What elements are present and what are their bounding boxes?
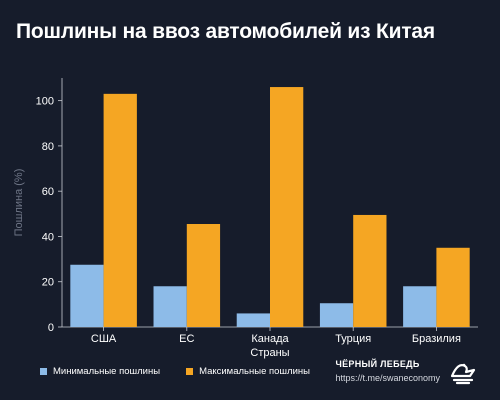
chart-title: Пошлины на ввоз автомобилей из Китая xyxy=(16,20,435,43)
swan-logo-icon xyxy=(450,363,476,385)
bar-min xyxy=(153,286,187,327)
bar-max xyxy=(353,214,387,327)
brand-block: ЧЁРНЫЙ ЛЕБЕДЬ https://t.me/swaneconomy xyxy=(335,359,440,383)
y-tick-label: 40 xyxy=(42,231,54,243)
y-tick-label: 20 xyxy=(42,277,54,289)
x-tick-label: Бразилия xyxy=(412,333,461,345)
bar-min xyxy=(403,286,437,327)
bar-max xyxy=(186,224,221,327)
brand-name: ЧЁРНЫЙ ЛЕБЕДЬ xyxy=(335,359,420,369)
bar-min xyxy=(319,303,354,327)
bar-min xyxy=(70,264,104,327)
y-tick-label: 0 xyxy=(48,322,54,334)
x-tick-label: Канада xyxy=(251,333,289,345)
x-tick-label: ЕС xyxy=(179,333,194,345)
brand-url[interactable]: https://t.me/swaneconomy xyxy=(335,373,440,383)
legend-label-min: Минимальные пошлины xyxy=(53,366,161,377)
legend-item-min: Минимальные пошлины xyxy=(40,366,160,377)
y-tick-label: 100 xyxy=(36,96,54,108)
legend-label-max: Максимальные пошлины xyxy=(199,366,310,377)
x-tick-label: Турция xyxy=(335,333,371,345)
legend-swatch-max xyxy=(186,368,194,375)
legend-swatch-min xyxy=(40,368,47,375)
y-axis-label: Пошлина (%) xyxy=(13,169,25,237)
legend-item-max: Максимальные пошлины xyxy=(186,366,310,377)
bar-max xyxy=(270,87,304,328)
x-tick-label: США xyxy=(91,333,117,345)
bar-max xyxy=(103,93,137,327)
y-tick-label: 80 xyxy=(42,141,54,153)
bar-min xyxy=(236,313,270,327)
bar-max xyxy=(436,247,470,327)
legend: Минимальные пошлины Максимальные пошлины xyxy=(40,366,326,377)
x-axis-label: Страны xyxy=(250,347,289,359)
y-tick-label: 60 xyxy=(42,186,54,198)
